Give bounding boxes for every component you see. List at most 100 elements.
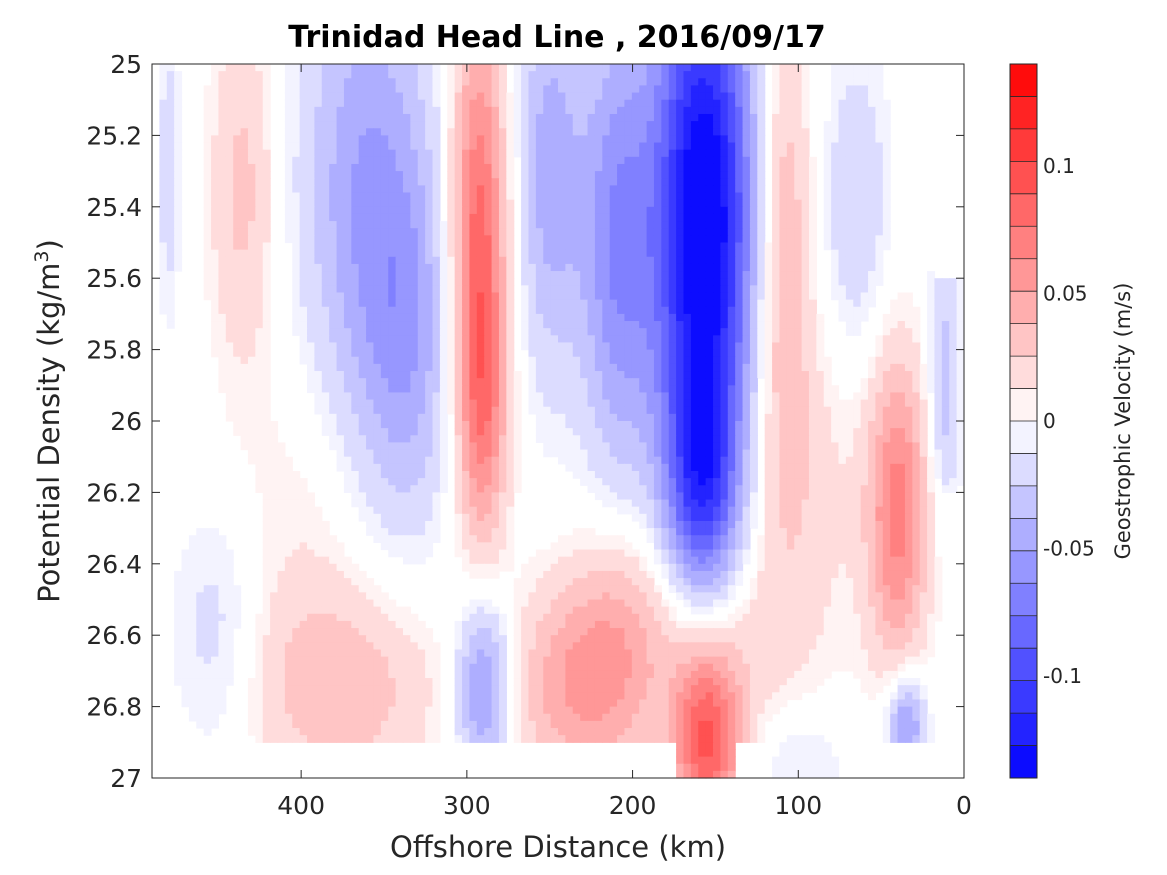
- heatmap-cell: [410, 413, 419, 422]
- heatmap-cell: [292, 299, 301, 308]
- heatmap-cell: [749, 363, 758, 372]
- heatmap-cell: [690, 428, 699, 436]
- heatmap-cell: [779, 278, 788, 286]
- heatmap-cell: [469, 378, 478, 386]
- heatmap-cell: [233, 185, 242, 194]
- heatmap-cell: [580, 356, 589, 365]
- heatmap-cell: [417, 363, 426, 372]
- heatmap-cell: [336, 64, 345, 72]
- heatmap-cell: [225, 335, 234, 344]
- heatmap-cell: [366, 278, 375, 286]
- heatmap-cell: [174, 106, 183, 115]
- heatmap-cell: [255, 263, 264, 272]
- heatmap-cell: [742, 399, 751, 408]
- heatmap-cell: [845, 149, 854, 158]
- heatmap-cell: [329, 199, 338, 208]
- heatmap-cell: [661, 278, 670, 286]
- heatmap-cell: [225, 128, 234, 136]
- heatmap-cell: [329, 228, 338, 236]
- heatmap-cell: [602, 78, 611, 87]
- heatmap-cell: [831, 263, 840, 272]
- heatmap-cell: [462, 456, 471, 465]
- heatmap-cell: [949, 421, 958, 429]
- heatmap-cell: [668, 328, 677, 336]
- heatmap-cell: [284, 121, 293, 129]
- heatmap-cell: [772, 363, 781, 372]
- heatmap-cell: [897, 306, 906, 315]
- heatmap-cell: [166, 249, 175, 258]
- heatmap-cell: [388, 413, 397, 422]
- heatmap-cell: [425, 363, 434, 372]
- heatmap-cell: [432, 99, 441, 108]
- heatmap-cell: [299, 349, 308, 358]
- heatmap-cell: [535, 435, 544, 444]
- heatmap-cell: [543, 328, 552, 336]
- heatmap-cell: [875, 192, 884, 201]
- heatmap-cell: [683, 192, 692, 201]
- heatmap-cell: [218, 113, 227, 122]
- heatmap-cell: [462, 328, 471, 336]
- heatmap-cell: [875, 235, 884, 244]
- heatmap-cell: [447, 71, 456, 79]
- heatmap-cell: [550, 285, 559, 294]
- heatmap-cell: [631, 221, 640, 229]
- heatmap-cell: [572, 449, 581, 458]
- heatmap-cell: [476, 292, 485, 301]
- heatmap-cell: [425, 413, 434, 422]
- heatmap-cell: [698, 92, 707, 101]
- heatmap-cell: [713, 421, 721, 429]
- heatmap-cell: [469, 78, 478, 87]
- heatmap-cell: [661, 378, 670, 386]
- heatmap-cell: [698, 249, 707, 258]
- heatmap-cell: [211, 328, 220, 336]
- heatmap-cell: [853, 78, 862, 87]
- heatmap-cell: [801, 449, 810, 458]
- heatmap-cell: [159, 292, 168, 301]
- heatmap-cell: [462, 92, 471, 101]
- heatmap-cell: [469, 392, 478, 401]
- heatmap-cell: [476, 242, 485, 251]
- heatmap-cell: [565, 213, 574, 222]
- heatmap-cell: [484, 385, 493, 394]
- heatmap-cell: [329, 278, 338, 286]
- heatmap-cell: [491, 342, 500, 351]
- heatmap-cell: [713, 249, 721, 258]
- heatmap-cell: [868, 185, 877, 194]
- heatmap-cell: [838, 128, 847, 136]
- heatmap-cell: [786, 78, 795, 87]
- heatmap-cell: [845, 171, 854, 179]
- heatmap-cell: [307, 371, 315, 379]
- heatmap-cell: [631, 371, 640, 379]
- heatmap-cell: [550, 228, 559, 236]
- heatmap-cell: [321, 178, 330, 186]
- heatmap-cell: [159, 263, 168, 272]
- heatmap-cell: [373, 249, 382, 258]
- heatmap-cell: [410, 371, 419, 379]
- heatmap-cell: [528, 235, 537, 244]
- heatmap-cell: [373, 64, 382, 72]
- heatmap-cell: [594, 121, 603, 129]
- heatmap-cell: [558, 78, 566, 87]
- heatmap-cell: [713, 342, 721, 351]
- heatmap-cell: [786, 392, 795, 401]
- heatmap-cell: [816, 342, 825, 351]
- heatmap-cell: [631, 456, 640, 465]
- heatmap-cell: [388, 142, 397, 151]
- heatmap-cell: [565, 156, 574, 165]
- heatmap-cell: [572, 435, 581, 444]
- heatmap-cell: [233, 263, 242, 272]
- heatmap-cell: [779, 292, 788, 301]
- heatmap-cell: [476, 192, 485, 201]
- heatmap-cell: [373, 299, 382, 308]
- heatmap-cell: [454, 121, 463, 129]
- heatmap-cell: [395, 113, 404, 122]
- heatmap-cell: [174, 199, 183, 208]
- heatmap-cell: [639, 85, 648, 94]
- heatmap-cell: [395, 349, 404, 358]
- heatmap-cell: [631, 85, 640, 94]
- heatmap-cell: [166, 113, 175, 122]
- heatmap-cell: [454, 449, 463, 458]
- heatmap-cell: [247, 249, 256, 258]
- heatmap-cell: [853, 313, 862, 322]
- heatmap-cell: [580, 92, 589, 101]
